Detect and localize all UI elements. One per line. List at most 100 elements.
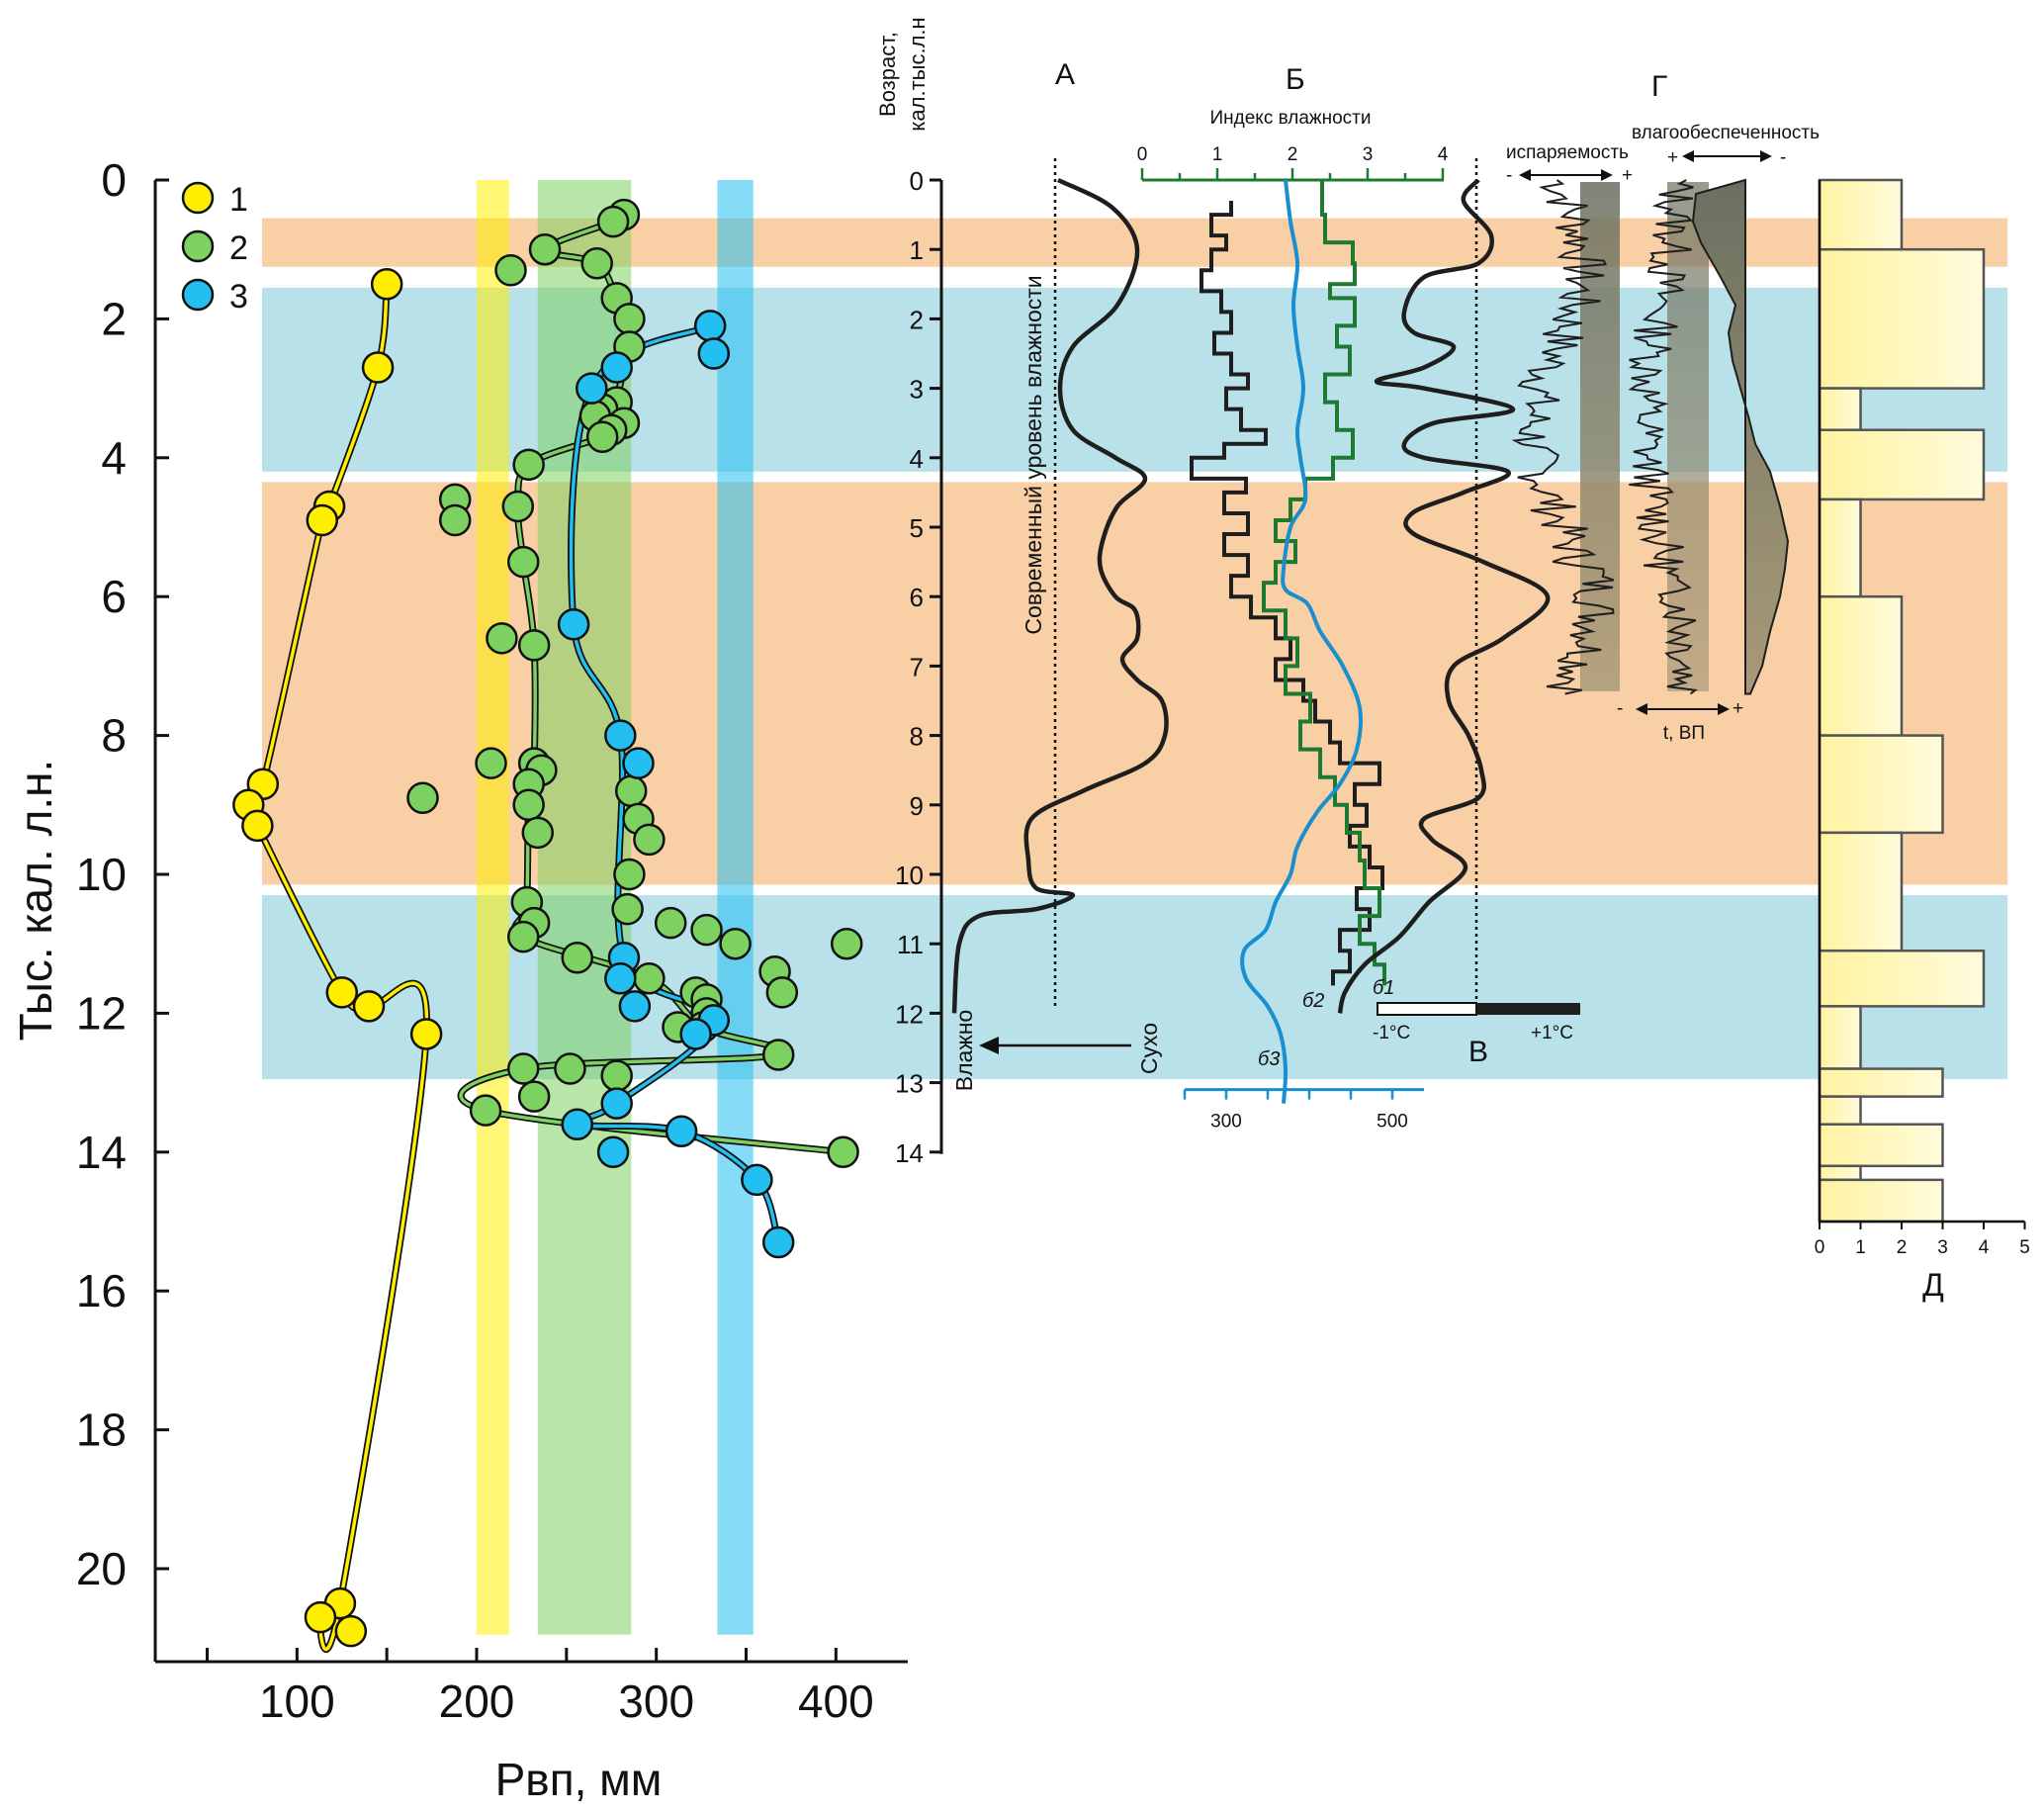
y-tick-label: 4: [101, 432, 127, 484]
panel-a-curve: [951, 177, 1169, 1014]
y-tick-label: 2: [101, 293, 127, 344]
series-3-point: [761, 1225, 795, 1259]
modern-moisture-label: Современный уровень влажности: [1021, 275, 1046, 634]
histogram-bar: [1818, 1164, 1862, 1182]
series-2-point: [611, 892, 644, 926]
t-arrow-right: [1718, 703, 1730, 715]
panel-g-letter: Г: [1651, 70, 1667, 103]
series-3-point: [741, 1163, 773, 1197]
series-3-point: [561, 1108, 593, 1140]
series-2-point: [654, 906, 687, 940]
series-2-point: [596, 205, 630, 238]
legend-label-2: 2: [229, 229, 248, 267]
evap-minus: -: [1506, 165, 1512, 186]
age-axis-title-1: Возраст,: [875, 32, 900, 117]
histogram-d-axis: 0 1 2 3 4 5: [1815, 180, 2030, 1258]
series-3-point: [622, 747, 655, 779]
legend: 1 2 3: [181, 181, 248, 316]
legend-marker-2: [181, 229, 215, 263]
series-3-point: [693, 310, 727, 342]
histogram-d-label: Д: [1922, 1267, 1944, 1303]
age-tick-label: 10: [895, 861, 924, 890]
series-1-point: [352, 990, 386, 1023]
histogram-bar: [1818, 498, 1862, 598]
series-layer: [232, 198, 863, 1654]
series-2-point: [469, 1094, 502, 1127]
temperature-record: [1628, 179, 1698, 695]
moisture-supply-label: влагообеспеченность: [1632, 123, 1820, 143]
series-3-point: [596, 1135, 630, 1169]
t-plus: +: [1733, 698, 1743, 719]
y-tick-label: 12: [76, 987, 127, 1039]
dry-label: Сухо: [1136, 1023, 1162, 1074]
t-label: t, ВП: [1663, 723, 1705, 744]
series-2-point: [761, 1039, 795, 1071]
wet-dry-arrowhead: [979, 1037, 999, 1054]
histogram-bar: [1818, 428, 1986, 501]
y-axis-label: Тыс. кал. л.н.: [10, 760, 61, 1042]
panel-v-letter: В: [1468, 1036, 1488, 1068]
histogram-bar: [1818, 1095, 1862, 1126]
index-axis: 0 1 2 3 4: [1137, 144, 1449, 182]
temp-shade: [1667, 182, 1709, 691]
series-3-point: [604, 962, 637, 995]
series-3-point: [604, 719, 637, 752]
wet-label: Влажно: [951, 1010, 977, 1091]
series-3-point: [665, 1115, 698, 1147]
series-2-point: [690, 913, 723, 947]
series-2-point: [765, 976, 799, 1009]
histogram-d: [1818, 178, 1986, 1224]
panel-a-letter: А: [1055, 58, 1075, 91]
t-minus: -: [1617, 698, 1623, 719]
series-2-point: [633, 823, 666, 857]
index-tick-label: 4: [1438, 144, 1449, 165]
panel-g: Г испаряемость влагообеспеченность - + +…: [1506, 70, 1820, 744]
histogram-bar: [1818, 594, 1904, 737]
series-2-point: [506, 545, 540, 579]
age-tick-label: 5: [910, 513, 924, 543]
series-2-point: [719, 927, 752, 960]
series-b3-blue-curve: [1240, 179, 1363, 1104]
bottom-axis-b3: 300 500: [1183, 1088, 1424, 1133]
age-tick-label: 6: [910, 583, 924, 612]
age-tick-label: 3: [910, 375, 924, 405]
histogram-tick-label: 3: [1937, 1237, 1948, 1258]
series-1-point: [361, 351, 395, 384]
histogram-bar: [1818, 949, 1986, 1008]
series-2-point: [830, 927, 863, 960]
series-3-point: [618, 990, 652, 1023]
histogram-tick-label: 4: [1979, 1237, 1990, 1258]
y-tick-label: 14: [76, 1127, 127, 1178]
series-b2-dark-step: [1190, 201, 1384, 986]
x-axis-label: Рвп, мм: [495, 1754, 663, 1805]
x-tick-label: 100: [259, 1676, 335, 1727]
series-3-point: [576, 372, 608, 405]
moist-arrow-right: [1760, 150, 1772, 162]
age-tick-label: 9: [910, 791, 924, 821]
series-1-point: [325, 976, 358, 1009]
panel-b: Б Индекс влажности 0 1 2 3 4 б1 б2 б3 300 500: [1137, 63, 1449, 1133]
series-1-point: [304, 1600, 337, 1634]
age-tick-label: 14: [895, 1138, 924, 1168]
age-tick-label: 7: [910, 652, 924, 681]
series-2-point: [486, 622, 518, 655]
age-tick-label: 12: [895, 999, 924, 1029]
y-tick-label: 18: [76, 1405, 127, 1456]
series-2-point: [554, 1052, 586, 1085]
series-2-point: [614, 774, 648, 808]
evaporation-record: [1511, 179, 1615, 695]
age-tick-label: 1: [910, 235, 924, 265]
label-b3: б3: [1258, 1048, 1280, 1070]
series-3-point: [600, 1087, 633, 1120]
age-tick-label: 4: [910, 444, 924, 474]
series-1-point: [409, 1018, 443, 1050]
temp-plus-label: +1°C: [1531, 1023, 1573, 1043]
series-2-point: [561, 941, 593, 974]
vertical-band-3: [717, 180, 754, 1635]
series-2-point: [406, 781, 439, 815]
moisture-area: [1691, 178, 1790, 695]
age-tick-label: 13: [895, 1069, 924, 1099]
b3-axis-label: 500: [1377, 1112, 1408, 1133]
legend-marker-1: [181, 181, 215, 215]
